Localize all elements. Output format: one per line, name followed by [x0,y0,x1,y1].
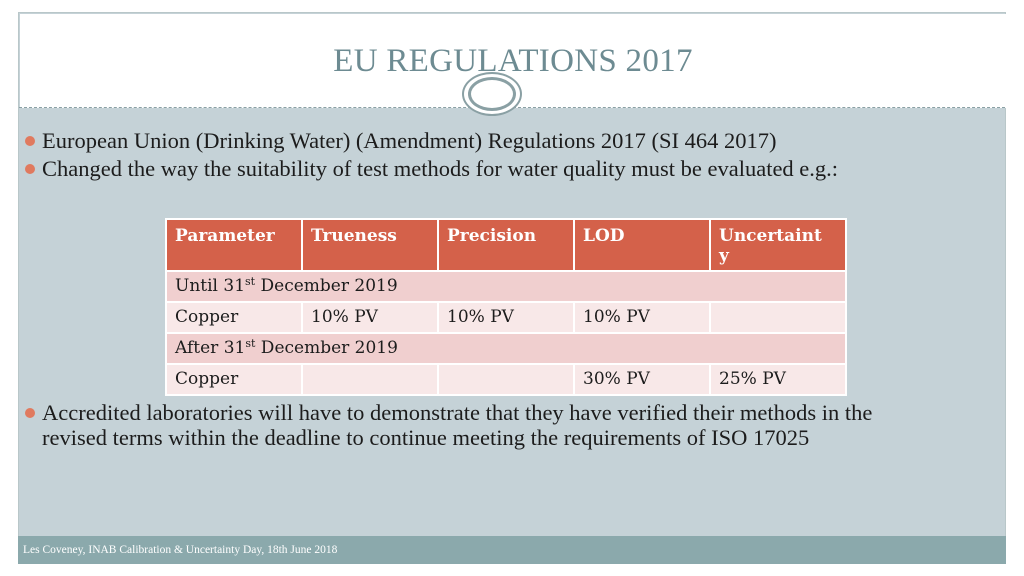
section-prefix: After 31 [175,338,246,358]
section-after: After 31st December 2019 [165,332,847,365]
table-row: Copper 10% PV 10% PV 10% PV [165,301,847,334]
slide-title: EU REGULATIONS 2017 [333,43,693,79]
table-cell: 10% PV [573,301,711,334]
bullet-dot-icon [25,136,35,146]
header-uncertainty: Uncertaint y [709,218,847,272]
bullet-item: Accredited laboratories will have to dem… [22,400,942,450]
table-header-row: Parameter Trueness Precision LOD Uncerta… [165,218,847,272]
table-row: Copper 30% PV 25% PV [165,363,847,396]
table-section-row: Until 31st December 2019 [165,270,847,303]
table-cell [437,363,575,396]
bullet-dot-icon [25,408,35,418]
section-sup: st [245,275,256,288]
ring-inner-icon [468,77,516,111]
footer-bar: Les Coveney, INAB Calibration & Uncertai… [18,536,1006,564]
bullet-list: European Union (Drinking Water) (Amendme… [22,118,982,181]
requirements-table: Parameter Trueness Precision LOD Uncerta… [165,218,847,396]
bullet-list-bottom: Accredited laboratories will have to dem… [22,400,982,450]
bullet-text: European Union (Drinking Water) (Amendme… [42,128,777,153]
table-cell: 30% PV [573,363,711,396]
bullet-text: Accredited laboratories will have to dem… [42,400,873,450]
header-trueness: Trueness [301,218,439,272]
section-suffix: December 2019 [255,338,398,358]
section-sup: st [245,337,256,350]
section-until: Until 31st December 2019 [165,270,847,303]
table-cell: 25% PV [709,363,847,396]
table-cell: Copper [165,363,303,396]
section-prefix: Until 31 [175,276,246,296]
header-lod: LOD [573,218,711,272]
table-cell: 10% PV [437,301,575,334]
table-cell: 10% PV [301,301,439,334]
section-suffix: December 2019 [255,276,398,296]
header-parameter: Parameter [165,218,303,272]
footer-text: Les Coveney, INAB Calibration & Uncertai… [23,544,338,556]
table-section-row: After 31st December 2019 [165,332,847,365]
table-cell [709,301,847,334]
bullet-item: Changed the way the suitability of test … [22,156,892,181]
table-cell [301,363,439,396]
bullet-dot-icon [25,164,35,174]
bullet-text: Changed the way the suitability of test … [42,156,839,181]
table-cell: Copper [165,301,303,334]
header-precision: Precision [437,218,575,272]
bullet-item: European Union (Drinking Water) (Amendme… [22,128,982,153]
